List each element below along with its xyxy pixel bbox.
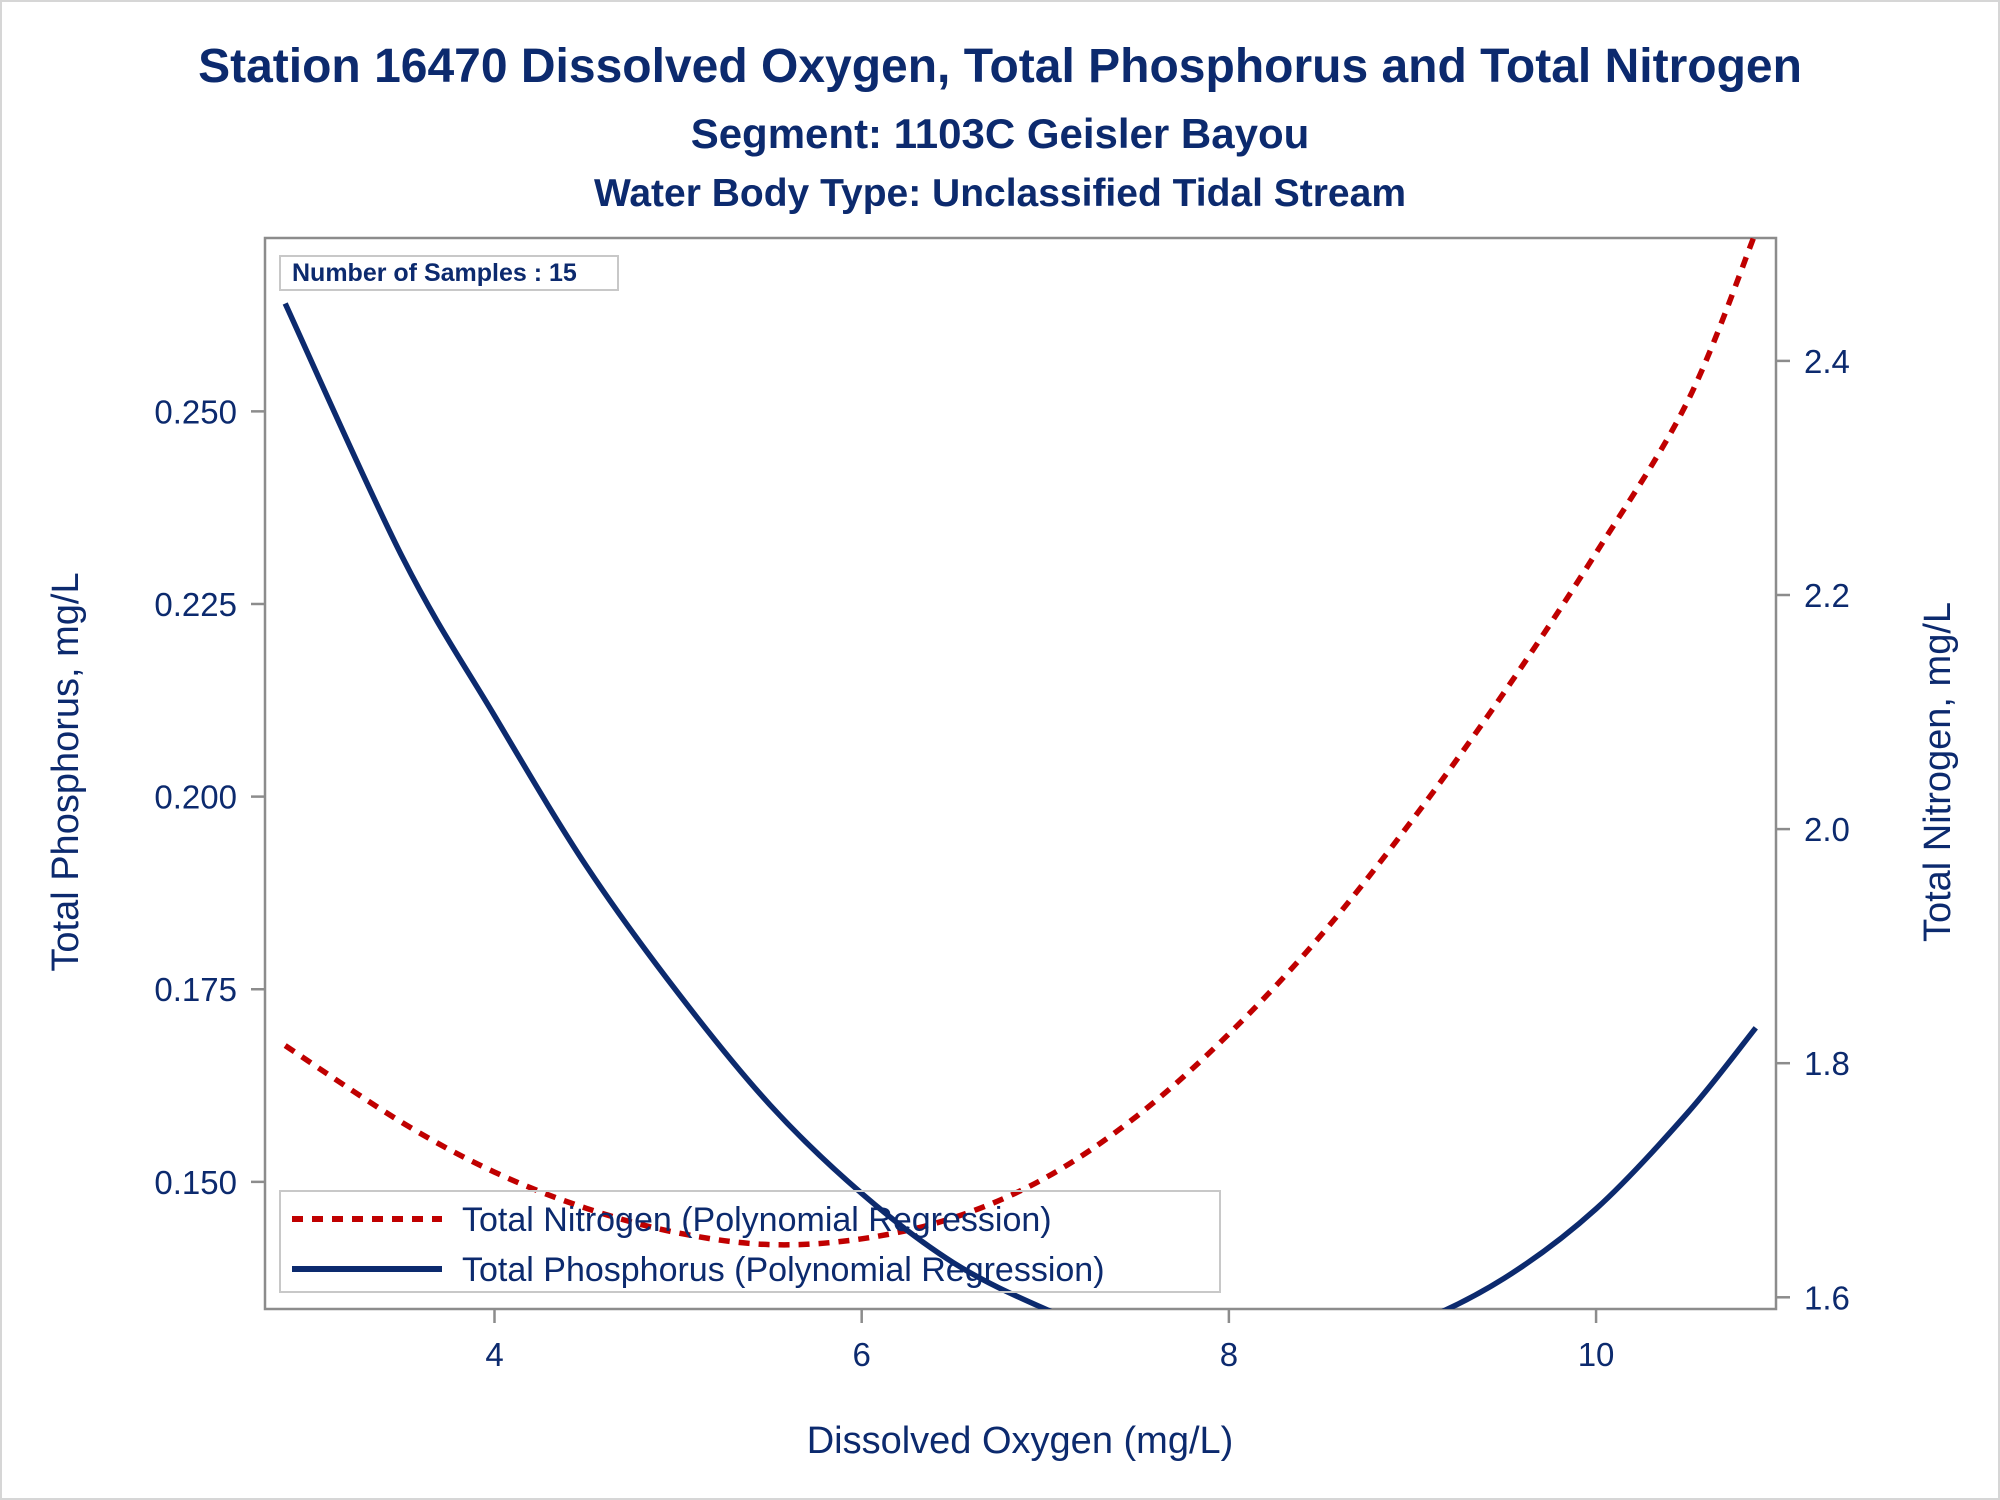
series-line-nitrogen: [283, 238, 1757, 1248]
x-tick-label: 6: [853, 1336, 871, 1373]
x-tick-label: 4: [485, 1336, 503, 1373]
chart-subtitle-segment: Segment: 1103C Geisler Bayou: [691, 110, 1310, 157]
y-tick-label: 0.225: [154, 586, 237, 623]
y2-axis-label: Total Nitrogen, mg/L: [1917, 602, 1959, 942]
x-tick-label: 10: [1578, 1336, 1615, 1373]
chart-subtitle-waterbody: Water Body Type: Unclassified Tidal Stre…: [594, 172, 1406, 215]
y2-tick-label: 2.0: [1804, 811, 1850, 848]
y2-tick-label: 2.2: [1804, 577, 1850, 614]
legend: Total Nitrogen (Polynomial Regression) T…: [279, 1190, 1221, 1293]
legend-label-nitrogen: Total Nitrogen (Polynomial Regression): [462, 1201, 1052, 1239]
y2-tick-label: 2.4: [1804, 343, 1850, 380]
y-tick-label: 0.150: [154, 1164, 237, 1201]
y-tick-label: 0.200: [154, 779, 237, 816]
legend-box: [279, 1190, 1221, 1293]
chart-title: Station 16470 Dissolved Oxygen, Total Ph…: [198, 40, 1802, 93]
y2-tick-label: 1.8: [1804, 1045, 1850, 1082]
legend-label-phosphorus: Total Phosphorus (Polynomial Regression): [462, 1251, 1105, 1289]
plot-border: [263, 236, 1778, 1311]
y2-tick-label: 1.6: [1804, 1279, 1850, 1316]
y-tick-label: 0.175: [154, 971, 237, 1008]
sample-count-annotation: Number of Samples : 15: [292, 259, 577, 287]
y-tick-label: 0.250: [154, 393, 237, 430]
x-tick-label: 8: [1220, 1336, 1238, 1373]
sample-count-box: [279, 255, 619, 291]
y-axis-label: Total Phosphorus, mg/L: [45, 572, 87, 971]
x-axis-label: Dissolved Oxygen (mg/L): [807, 1420, 1234, 1462]
